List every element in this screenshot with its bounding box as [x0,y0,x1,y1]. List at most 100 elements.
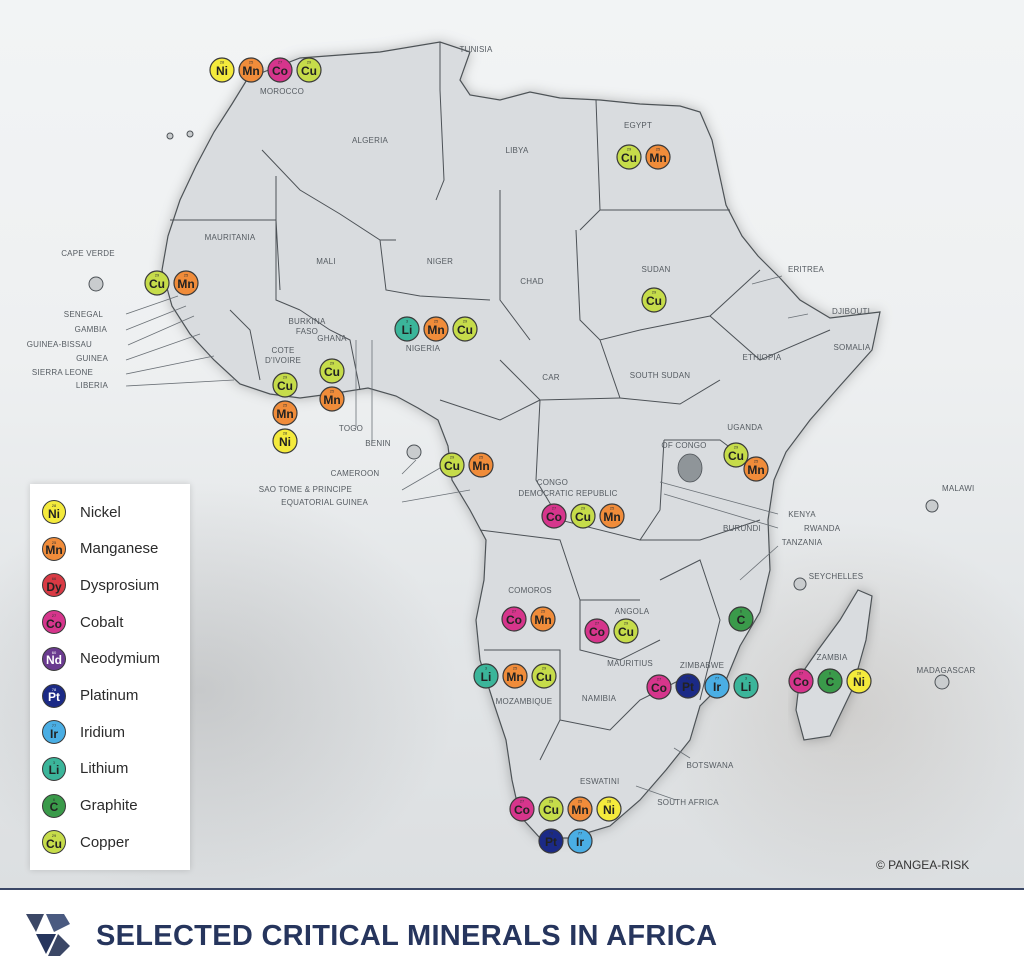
country-label: SEYCHELLES [809,572,863,581]
badge-symbol: Cu [618,625,634,639]
badge-symbol: Cu [444,459,460,473]
badge-symbol: Ni [279,435,291,449]
badge-atomic-number: 27 [595,621,600,626]
legend-item-platinum: 78 Pt Platinum [42,682,138,710]
badge-atomic-number: 29 [581,506,586,511]
badge-circle [541,503,567,529]
badge-circle [272,400,298,426]
legend: 28 Ni Nickel 25 Mn Manganese 66 Dy Dysprosium 27 C… [30,484,190,870]
country-label: MALI [316,257,335,266]
badge-circle [531,663,557,689]
country-label: COMOROS [508,586,552,595]
badge-circle [209,57,235,83]
country-label: SENEGAL [64,310,104,319]
badge-symbol: Mn [323,393,340,407]
badge-atomic-number: 25 [479,455,484,460]
badge-atomic-number: 78 [686,676,691,681]
badge-circle [596,796,622,822]
badge-atomic-number: 25 [754,459,759,464]
badge-circle [538,828,564,854]
country-label: NAMIBIA [582,694,617,703]
badge-atomic-number: 3 [406,319,409,324]
badge-atomic-number: 6 [829,671,832,676]
lake-victoria [677,453,703,483]
badge-symbol: Cu [728,449,744,463]
country-label: ZIMBABWE [680,661,724,670]
legend-label: Manganese [80,540,159,558]
legend-badge: 77 Ir [42,720,66,745]
badge-circle [272,372,298,398]
badge-symbol: Co [589,625,605,639]
country-label: CAMEROON [331,469,380,478]
badge-atomic-number: 25 [330,389,335,394]
legend-label: Cobalt [80,613,124,631]
badge-symbol: Mn [649,151,666,165]
legend-badge: 25 Mn [42,536,66,561]
mineral-badge-lithium: 3Li [733,673,759,699]
legend-badge: 78 Pt [42,683,66,708]
badge-symbol: Mn [276,407,293,421]
badge-circle [502,663,528,689]
badge-circle [439,452,465,478]
legend-symbol: Dy [46,579,62,594]
africa-map: TUNISIA MOROCCO ALGERIA LIBYA EGYPT CAPE VERD… [27,41,976,854]
legend-label: Platinum [80,687,139,704]
legend-atomic-number: 25 [51,539,57,545]
country-label: MADAGASCAR [917,666,976,675]
country-label: SOUTH AFRICA [657,798,719,807]
mineral-badge-graphite: 6C [817,668,843,694]
country-label: GAMBIA [75,325,108,334]
badge-symbol: Pt [682,680,694,694]
badge-atomic-number: 27 [552,506,557,511]
island-comoros [793,577,807,591]
badge-atomic-number: 25 [283,403,288,408]
badge-symbol: Ir [576,835,584,849]
badge-atomic-number: 78 [549,831,554,836]
badge-circle [817,668,843,694]
page-title: SELECTED CRITICAL MINERALS IN AFRICA [96,920,718,952]
badge-symbol: Co [514,803,530,817]
africa-landmass [161,41,881,839]
mineral-badge-lithium: 3Li [394,316,420,342]
badge-atomic-number: 29 [549,799,554,804]
badge-circle [272,428,298,454]
badge-circle [728,606,754,632]
country-label: MOROCCO [260,87,304,96]
footer: SELECTED CRITICAL MINERALS IN AFRICA [0,888,1024,976]
legend-symbol: Mn [45,543,63,558]
country-label: CAR [542,373,560,382]
legend-symbol: Nd [46,653,62,668]
island-seychelles [925,499,939,513]
badge-symbol: Mn [472,459,489,473]
badge-symbol: Co [793,675,809,689]
country-label: SAO TOME & PRINCIPE [259,485,352,494]
country-label: BOTSWANA [686,761,734,770]
badge-symbol: Cu [543,803,559,817]
legend-atomic-number: 78 [51,686,57,692]
badge-atomic-number: 25 [434,319,439,324]
badge-atomic-number: 29 [624,621,629,626]
badge-symbol: Co [272,64,288,78]
country-label: ZAMBIA [817,653,848,662]
badge-symbol: Cu [646,294,662,308]
country-label: ERITREA [788,265,825,274]
country-label: BURUNDI [723,524,761,533]
legend-item-nickel: 28 Ni Nickel [42,498,121,526]
badge-circle [509,796,535,822]
